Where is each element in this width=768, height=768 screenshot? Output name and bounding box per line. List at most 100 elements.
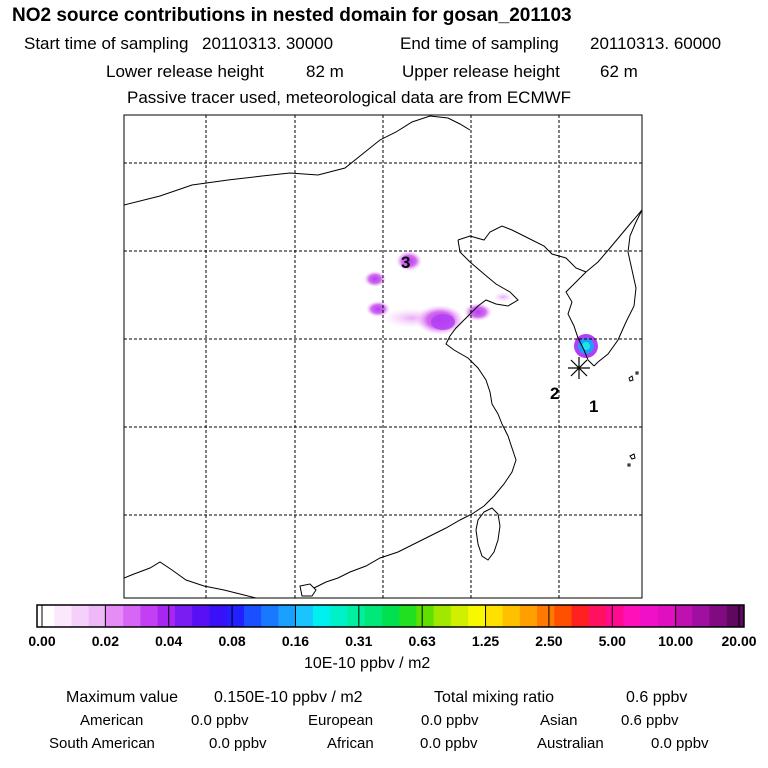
colorbar-swatch: [399, 605, 417, 627]
colorbar-swatch: [123, 605, 141, 627]
total-mixing-value: 0.6 ppbv: [626, 689, 688, 706]
colorbar-swatch: [312, 605, 331, 627]
colorbar-swatch: [295, 605, 314, 627]
colorbar-swatch: [209, 605, 228, 627]
region-australian-value: 0.0 ppbv: [651, 735, 709, 752]
colorbar-swatch: [709, 605, 728, 627]
colorbar-frame: [36, 604, 745, 628]
colorbar-tick-label: 0.02: [91, 633, 119, 649]
max-value: 0.150E-10 ppbv / m2: [214, 689, 363, 706]
lower-height-label: Lower release height: [106, 62, 264, 81]
korea-china-border: [585, 209, 642, 273]
colorbar-tick-label: 0.00: [28, 633, 56, 649]
colorbar-swatch: [157, 605, 176, 627]
colorbar-swatch: [381, 605, 400, 627]
colorbar-swatch: [588, 605, 607, 627]
colorbar-tick-label: 0.63: [408, 633, 436, 649]
site-label-2: 2: [550, 384, 559, 403]
graticule: [124, 115, 642, 598]
colorbar-tick-label: 0.08: [218, 633, 246, 649]
taiwan: [475, 507, 501, 561]
map-frame: [123, 114, 643, 599]
plume-sw: [366, 301, 390, 317]
plume-site3: [396, 251, 422, 271]
colorbar-swatch: [243, 605, 262, 627]
plume-ne: [493, 292, 513, 302]
bohai-coast: [445, 239, 519, 425]
region-asian-value: 0.6 ppbv: [621, 712, 679, 729]
colorbar-swatch: [554, 605, 573, 627]
plume-main-core: [431, 314, 455, 330]
lower-height-value: 82 m: [306, 62, 344, 81]
colorbar-swatch: [364, 605, 383, 627]
colorbar-swatch: [692, 605, 711, 627]
small-island-2: [635, 371, 639, 375]
colorbar-swatch: [261, 605, 279, 627]
site-label-1: 1: [589, 397, 598, 416]
region-south-american-value: 0.0 ppbv: [209, 735, 267, 752]
colorbar-tick-label: 10.00: [658, 633, 694, 649]
receptor-star-icon: [568, 357, 590, 379]
colorbar-swatch: [571, 605, 590, 627]
region-australian-label: Australian: [537, 735, 604, 752]
region-african-value: 0.0 ppbv: [420, 735, 478, 752]
colorbar-swatch: [640, 605, 659, 627]
site-label-3: 3: [401, 253, 410, 272]
colorbar: [37, 605, 745, 627]
colorbar-swatch: [433, 605, 452, 627]
colorbar-swatch: [519, 605, 538, 627]
colorbar-swatch: [88, 605, 107, 627]
region-asian-label: Asian: [540, 712, 578, 729]
region-american-label: American: [80, 712, 144, 729]
colorbar-tick-label: 2.50: [535, 633, 563, 649]
upper-height-label: Upper release height: [402, 62, 560, 81]
colorbar-tick-label: 0.16: [281, 633, 310, 649]
colorbar-swatch: [347, 605, 366, 627]
region-south-american-label: South American: [49, 735, 155, 752]
colorbar-tick-label: 0.04: [155, 633, 183, 649]
colorbar-unit: 10E-10 ppbv / m2: [304, 655, 431, 672]
colorbar-swatch: [174, 605, 193, 627]
region-african-label: African: [327, 735, 374, 752]
region-european-label: European: [308, 712, 374, 729]
northern-border: [124, 115, 471, 206]
small-island-4: [627, 463, 631, 467]
colorbar-swatch: [140, 605, 159, 627]
start-time-value: 20110313. 30000: [202, 34, 334, 53]
colorbar-swatch: [450, 605, 469, 627]
colorbar-swatch: [105, 605, 124, 627]
plume-west: [364, 271, 386, 287]
colorbar-swatch: [726, 605, 745, 627]
coastlines: [124, 115, 642, 598]
colorbar-swatch: [192, 605, 210, 627]
colorbar-swatch: [226, 605, 245, 627]
south-coast: [313, 423, 517, 589]
colorbar-tick-label: 0.31: [345, 633, 373, 649]
hainan: [299, 583, 317, 597]
colorbar-swatch: [330, 605, 348, 627]
tracer-note: Passive tracer used, meteorological data…: [127, 88, 572, 107]
colorbar-swatch: [675, 605, 693, 627]
concentration-plumes: [364, 251, 598, 358]
max-value-label: Maximum value: [66, 689, 179, 706]
colorbar-swatch: [502, 605, 521, 627]
map-title: NO2 source contributions in nested domai…: [12, 5, 572, 26]
colorbar-tick-label: 20.00: [721, 633, 757, 649]
small-island-3: [629, 453, 636, 460]
end-time-value: 20110313. 60000: [590, 34, 722, 53]
colorbar-swatch: [278, 605, 297, 627]
colorbar-swatch: [468, 605, 486, 627]
southwest-border: [124, 561, 257, 598]
end-time-label: End time of sampling: [400, 34, 559, 53]
region-american-value: 0.0 ppbv: [191, 712, 249, 729]
colorbar-swatch: [485, 605, 504, 627]
plume-korea-core: [582, 342, 590, 350]
total-mixing-label: Total mixing ratio: [434, 689, 555, 706]
colorbar-tick-label: 1.25: [471, 633, 500, 649]
colorbar-swatch: [54, 605, 72, 627]
colorbar-swatch: [657, 605, 676, 627]
colorbar-tick-label: 5.00: [598, 633, 626, 649]
colorbar-swatch: [623, 605, 642, 627]
korea-west-coast: [565, 271, 595, 367]
